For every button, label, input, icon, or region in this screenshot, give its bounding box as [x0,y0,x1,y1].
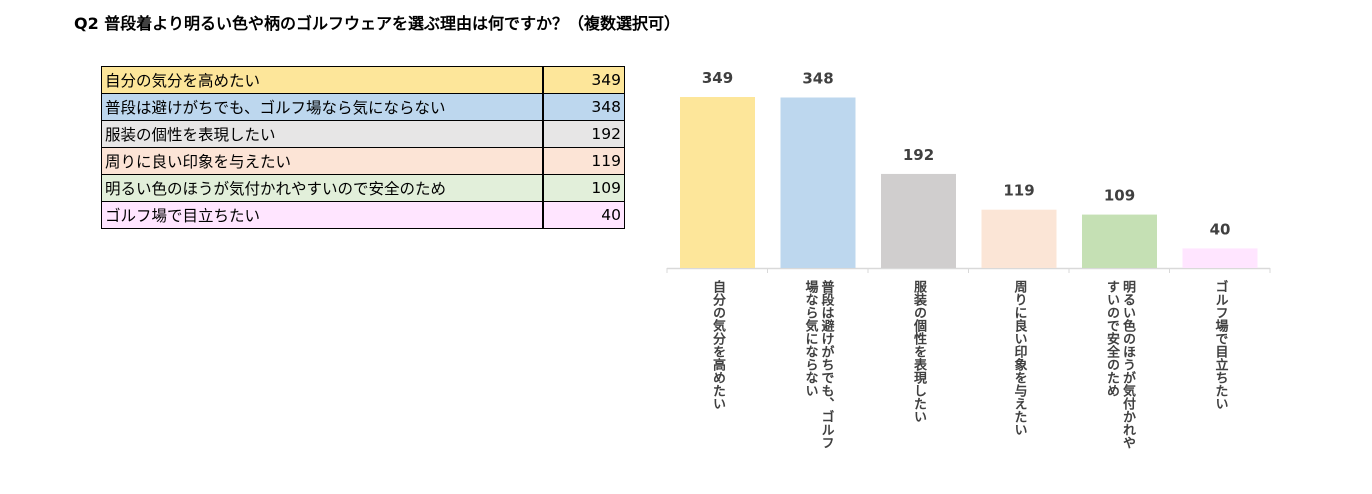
bar [1182,248,1258,268]
table-row-label: ゴルフ場で目立ちたい [101,201,544,229]
table-row-value: 40 [542,201,625,229]
x-tick-label: 明るい色のほうが気付かれやすいので安全のため [1104,280,1136,449]
x-tick-label: 周りに良い印象を与えたい [1012,280,1028,436]
x-tick-label: 自分の気分を高めたい [710,279,726,410]
bar-value-label: 40 [1210,220,1231,238]
bar [680,97,755,268]
table-row-label: 明るい色のほうが気付かれやすいので安全のため [101,174,544,202]
bar [780,97,856,268]
x-tick-label-line: 周りに良い印象を与えたい [1012,280,1028,436]
bar-value-label: 348 [802,69,833,87]
x-tick-label-line: 服装の個性を表現したい [911,280,928,423]
x-tick-label-line: 場なら気にならない [803,279,819,397]
table-row: ゴルフ場で目立ちたい 40 [101,201,625,229]
table-row-value: 119 [542,147,625,175]
table-row-value: 109 [542,174,625,202]
bar [1082,214,1157,268]
table-row-label: 自分の気分を高めたい [101,66,544,94]
bar-value-label: 119 [1003,182,1034,200]
bar-value-label: 349 [702,69,733,87]
data-table: 自分の気分を高めたい 349 普段は避けがちでも、ゴルフ場なら気にならない 348 服装… [101,66,625,229]
bar-value-label: 109 [1104,187,1135,205]
x-tick-label: ゴルフ場で目立ちたい [1213,279,1229,410]
x-tick-label-line: 普段は避けがちでも、ゴルフ [819,279,835,449]
bar [981,209,1057,268]
bar-value-label: 192 [903,146,934,164]
chart-title: Q2 普段着より明るい色や柄のゴルフウェアを選ぶ理由は何ですか？（複数選択可） [74,14,680,33]
table-row: 服装の個性を表現したい 192 [101,120,625,148]
x-tick-label-line: すいので安全のため [1104,280,1121,397]
x-tick-label: 普段は避けがちでも、ゴルフ場なら気にならない [803,279,835,449]
x-tick-label-line: 明るい色のほうが気付かれや [1120,280,1136,449]
x-tick-label-line: 自分の気分を高めたい [710,279,726,410]
table-row: 自分の気分を高めたい 349 [101,66,625,94]
table-row: 周りに良い印象を与えたい 119 [101,147,625,175]
table-row-label: 服装の個性を表現したい [101,120,544,148]
table-row-value: 348 [542,93,625,121]
table-row-label: 周りに良い印象を与えたい [101,147,544,175]
table-row: 明るい色のほうが気付かれやすいので安全のため 109 [101,174,625,202]
bar [881,173,956,268]
x-tick-label-line: ゴルフ場で目立ちたい [1213,279,1229,410]
x-tick-label: 服装の個性を表現したい [911,280,928,423]
table-row-value: 192 [542,120,625,148]
